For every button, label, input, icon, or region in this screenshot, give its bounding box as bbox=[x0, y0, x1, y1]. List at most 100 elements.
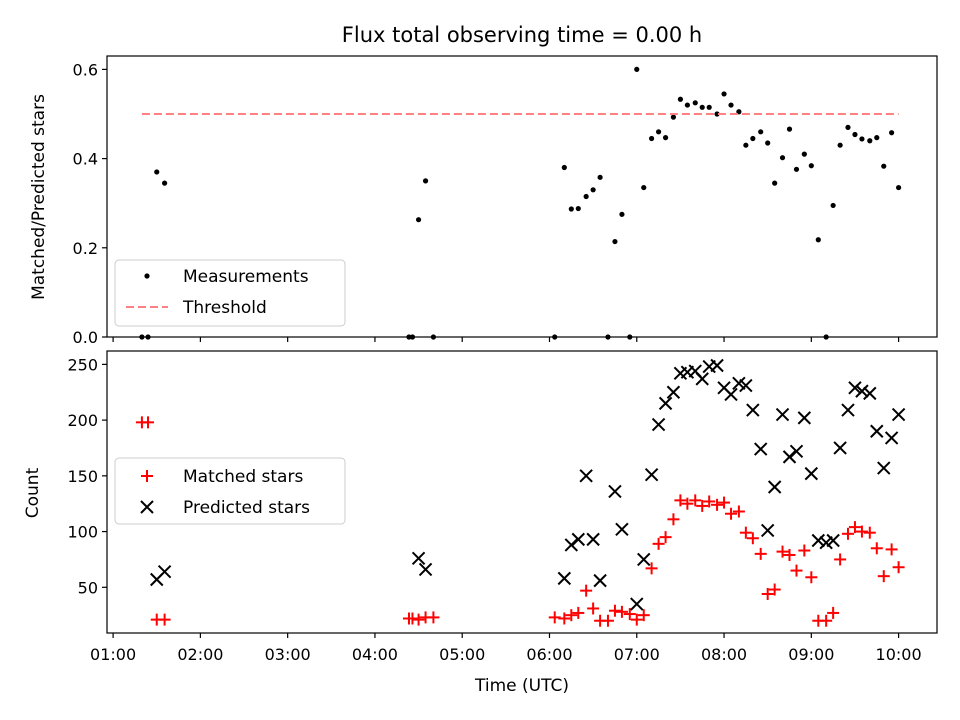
matched-stars-point bbox=[630, 613, 643, 626]
matched-stars-point bbox=[761, 587, 774, 600]
predicted-stars-point bbox=[710, 358, 724, 373]
matched-stars-point bbox=[776, 545, 789, 558]
matched-stars-point bbox=[820, 614, 833, 627]
x-tick-label: 09:00 bbox=[788, 645, 834, 664]
measurements-point bbox=[895, 184, 902, 191]
predicted-stars-point bbox=[630, 597, 644, 611]
legend-matched-marker bbox=[141, 470, 153, 482]
matched-stars-point bbox=[863, 526, 876, 539]
legend-matched-label: Matched stars bbox=[183, 467, 303, 487]
matched-stars-point bbox=[711, 498, 724, 511]
predicted-stars-point bbox=[891, 407, 906, 422]
measurements-point bbox=[743, 142, 749, 148]
matched-stars-point bbox=[783, 548, 796, 561]
matched-stars-point bbox=[841, 527, 854, 540]
predicted-stars-point bbox=[739, 378, 753, 393]
measurements-point bbox=[772, 180, 778, 186]
matched-stars-point bbox=[754, 547, 767, 560]
plot-frame bbox=[106, 55, 938, 338]
matched-stars-point bbox=[142, 416, 155, 429]
predicted-stars-point bbox=[418, 562, 433, 577]
x-tick-label: 06:00 bbox=[526, 645, 572, 664]
measurements-point bbox=[765, 140, 771, 146]
predicted-stars-point bbox=[666, 385, 681, 399]
measurements-point bbox=[583, 193, 589, 200]
matched-stars-point bbox=[645, 562, 658, 575]
measurements-point bbox=[728, 102, 734, 108]
predicted-stars-point bbox=[877, 461, 891, 475]
measurements-point bbox=[634, 66, 640, 72]
matched-stars-point bbox=[827, 606, 840, 619]
measurements-point bbox=[867, 138, 873, 144]
matched-stars-point bbox=[798, 544, 811, 557]
bottom-axes: 50 100 150 200 250 01:00 02:00 03:00 04:00 05:00 0… bbox=[67, 350, 938, 664]
measurements-point bbox=[793, 166, 800, 172]
measurements-point bbox=[801, 151, 807, 157]
measurements-point bbox=[881, 163, 887, 169]
matched-stars-point bbox=[565, 609, 578, 622]
matched-stars-point bbox=[892, 561, 905, 574]
y-tick-label: 200 bbox=[67, 411, 98, 430]
predicted-stars-point bbox=[855, 384, 869, 398]
measurements-point bbox=[422, 178, 429, 184]
matched-stars-point bbox=[623, 608, 636, 621]
predicted-stars-point bbox=[804, 466, 819, 481]
bottom-y-axis-label: Count bbox=[23, 467, 43, 518]
predicted-stars-point bbox=[775, 407, 790, 422]
x-tick-label: 02:00 bbox=[177, 645, 223, 664]
predicted-stars-point bbox=[644, 468, 659, 482]
matched-stars-point bbox=[732, 505, 745, 518]
matched-stars-point bbox=[558, 612, 571, 625]
measurements-point bbox=[721, 91, 727, 97]
bottom-legend-frame bbox=[114, 457, 346, 525]
measurements-point bbox=[561, 164, 567, 171]
y-tick-label: 50 bbox=[78, 578, 98, 597]
measurements-point bbox=[575, 205, 581, 212]
predicted-stars-point bbox=[571, 532, 586, 547]
chart-title: Flux total observing time = 0.00 h bbox=[342, 23, 702, 47]
matched-stars-series bbox=[135, 416, 905, 627]
matched-stars-point bbox=[790, 564, 803, 577]
x-axis-label: Time (UTC) bbox=[474, 676, 569, 696]
x-tick-label: 10:00 bbox=[876, 645, 922, 664]
top-panel: 0.0 0.2 0.4 0.6 Matched/Predicted stars Mea… bbox=[29, 55, 938, 347]
legend-threshold-label: Threshold bbox=[182, 298, 267, 318]
legend-measurements-label: Measurements bbox=[183, 267, 309, 287]
predicted-stars-point bbox=[767, 480, 782, 494]
predicted-stars-point bbox=[760, 523, 775, 538]
predicted-stars-point bbox=[746, 403, 760, 417]
predicted-stars-point bbox=[833, 441, 847, 455]
measurements-point bbox=[670, 114, 677, 120]
plot-frame bbox=[106, 350, 938, 634]
measurements-point bbox=[154, 169, 160, 175]
top-legend: Measurements Threshold bbox=[114, 259, 346, 327]
predicted-stars-point bbox=[637, 552, 651, 567]
matched-stars-point bbox=[805, 571, 818, 584]
predicted-stars-point bbox=[789, 444, 804, 459]
measurements-point bbox=[889, 130, 895, 136]
predicted-stars-point bbox=[811, 533, 826, 548]
measurements-point bbox=[649, 135, 655, 142]
measurements-point bbox=[655, 129, 662, 135]
legend-measurements-marker bbox=[144, 273, 150, 279]
matched-stars-point bbox=[855, 525, 868, 538]
legend-predicted-marker bbox=[140, 500, 154, 514]
predicted-stars-point bbox=[848, 381, 862, 395]
predicted-stars-series bbox=[150, 358, 906, 611]
matched-stars-point bbox=[848, 521, 861, 534]
matched-stars-point bbox=[674, 494, 687, 507]
predicted-stars-point bbox=[608, 484, 622, 499]
predicted-stars-point bbox=[593, 573, 607, 588]
measurements-point bbox=[706, 104, 712, 110]
predicted-stars-point bbox=[695, 372, 709, 386]
measurements-point bbox=[837, 142, 843, 148]
measurements-point bbox=[699, 104, 705, 110]
matched-stars-point bbox=[885, 543, 898, 556]
predicted-stars-point bbox=[826, 533, 840, 548]
matched-stars-point bbox=[689, 494, 702, 507]
measurements-point bbox=[641, 184, 647, 191]
x-tick-label: 07:00 bbox=[614, 645, 660, 664]
predicted-stars-point bbox=[651, 417, 666, 432]
matched-stars-point bbox=[406, 612, 419, 625]
matched-stars-point bbox=[637, 609, 650, 622]
